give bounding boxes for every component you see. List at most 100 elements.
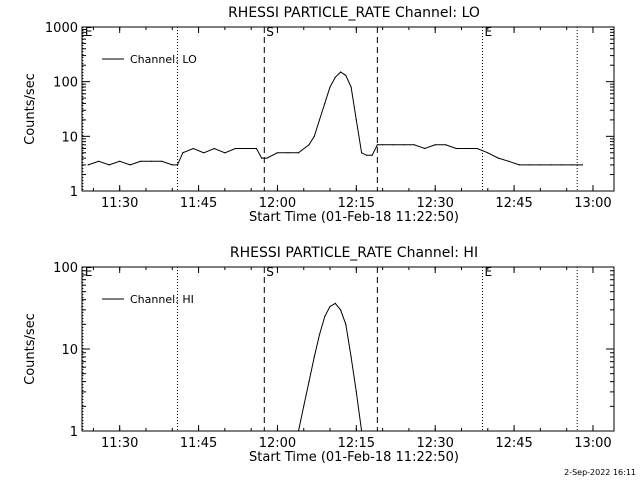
data-point [308,144,310,146]
x-tick-label: 11:30 [101,196,138,211]
x-tick-label: 12:30 [416,196,453,211]
data-point [108,164,110,166]
x-tick-label: 11:45 [180,436,217,451]
data-point [355,119,357,121]
data-point [276,152,278,154]
data-point [297,152,300,154]
chart-title: RHESSI PARTICLE_RATE Channel: LO [228,5,480,21]
data-point [161,160,163,162]
data-point [318,119,321,121]
data-point [213,147,215,150]
data-point [340,309,342,311]
data-point [287,152,289,154]
annotation-label-e: E [485,25,493,39]
timestamp: 2-Sep-2022 16:11 [564,468,636,477]
data-point [303,405,305,407]
chart-title: RHESSI PARTICLE_RATE Channel: HI [230,245,478,261]
y-tick-label: 100 [53,76,78,91]
data-point [508,160,510,162]
data-point [466,147,468,150]
data-point [476,147,478,150]
data-point [318,334,321,336]
data-point [571,164,573,166]
y-tick-label: 1 [70,185,78,200]
data-point [434,144,436,146]
x-tick-label: 12:45 [495,196,532,211]
y-tick-label: 100 [53,261,78,276]
series-line-0 [298,302,363,431]
x-tick-label: 12:15 [338,196,375,211]
data-point [424,147,426,150]
annotation-label-e: E [85,265,93,279]
y-axis-label: Counts/sec [23,73,38,145]
data-point [224,152,226,154]
panel-lo: RHESSI PARTICLE_RATE Channel: LO E S E 11:30… [23,5,615,225]
data-point [119,160,121,162]
x-tick-label: 11:30 [101,436,138,451]
y-tick-label: 10 [61,130,78,145]
annotation-label-s: S [266,25,274,39]
data-point [140,160,142,162]
x-tick-label: 11:45 [180,196,217,211]
data-point [313,135,315,137]
data-point [529,164,531,166]
data-point [413,144,415,146]
data-point [350,356,352,358]
data-point [518,164,520,166]
data-point [361,152,363,154]
data-point [192,147,194,150]
data-point [455,147,457,150]
data-point [361,430,363,431]
data-point [366,154,368,156]
legend-entry: Channel: LO [130,53,197,66]
x-tick-label: 13:00 [574,196,611,211]
x-tick-label: 12:00 [259,436,296,451]
x-axis-label: Start Time (01-Feb-18 11:22:50) [249,210,459,225]
data-point [150,160,152,162]
data-point [171,164,173,166]
data-point [334,76,336,78]
x-tick-label: 12:15 [338,436,375,451]
data-point [308,381,310,383]
y-tick-label: 1000 [45,21,78,36]
data-point [87,164,89,166]
data-point [345,74,347,76]
data-point [329,86,331,88]
data-point [329,305,331,308]
data-point [445,144,447,146]
data-point [345,323,347,325]
data-point [539,164,542,166]
x-tick-label: 12:30 [416,436,453,451]
x-tick-label: 12:45 [495,436,532,451]
data-point [324,102,326,104]
data-point [334,302,336,304]
data-point [261,157,263,159]
data-point [176,164,179,166]
annotation-label-e: E [485,265,493,279]
data-point [129,164,131,166]
data-point [487,152,489,154]
data-point [371,154,373,156]
data-point [297,430,300,431]
plot-frame [81,266,615,432]
data-point [234,147,236,150]
x-tick-label: 13:00 [574,436,611,451]
data-point [550,164,552,166]
panel-hi: RHESSI PARTICLE_RATE Channel: HI E S E 11:30… [23,245,615,465]
data-point [581,164,584,166]
data-point [497,157,499,159]
x-tick-label: 12:00 [259,196,296,211]
data-point [350,86,352,88]
y-axis-label: Counts/sec [23,313,38,385]
data-point [266,157,268,159]
annotation-label-s: S [266,265,274,279]
data-point [324,315,326,317]
data-point [392,144,394,146]
data-point [382,144,384,146]
data-point [245,147,247,150]
annotation-label-e: E [85,25,93,39]
data-point [403,144,405,146]
x-axis-label: Start Time (01-Feb-18 11:22:50) [249,450,459,465]
